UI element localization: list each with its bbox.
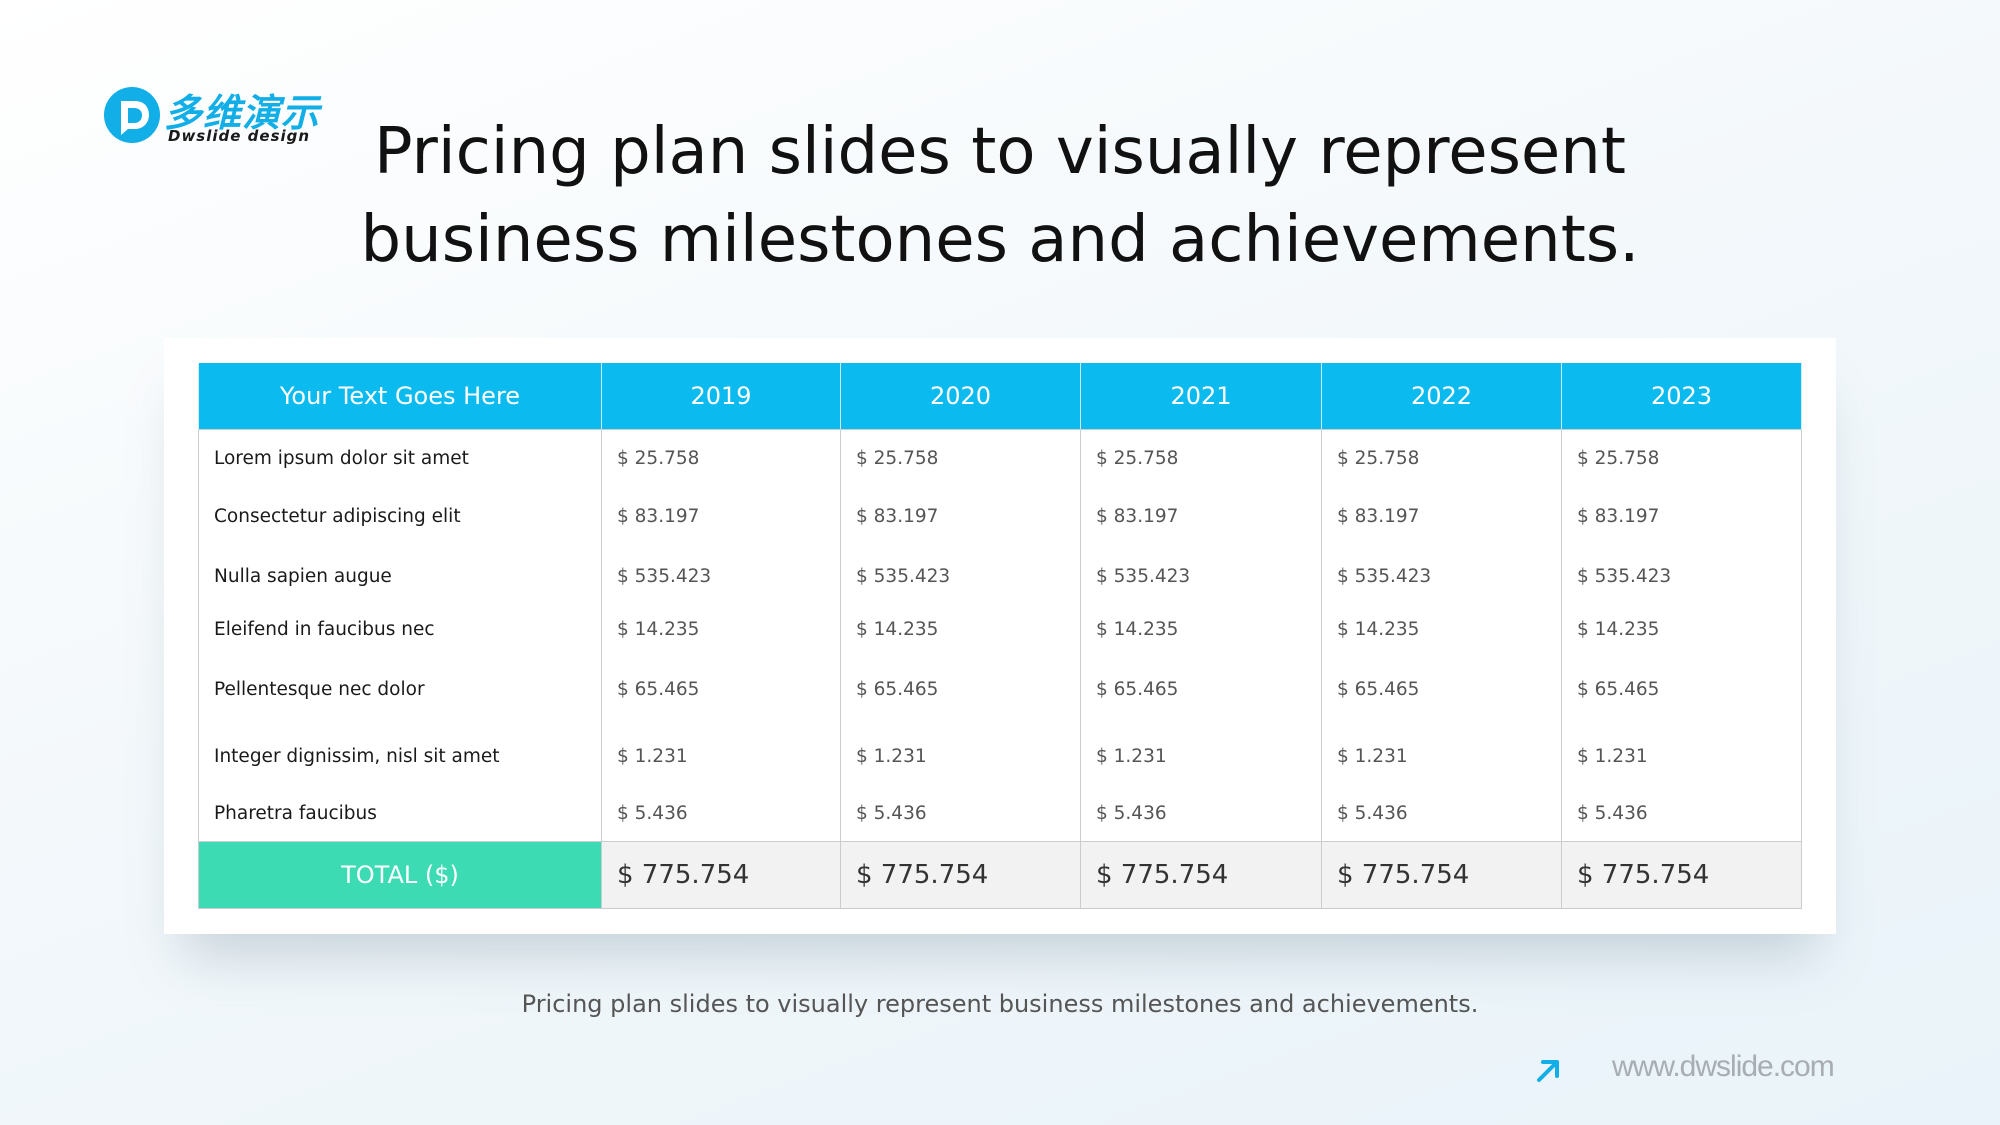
- row-value: $ 25.758: [840, 429, 1081, 486]
- row-label: Pharetra faucibus: [198, 786, 602, 842]
- caption-text: Pricing plan slides to visually represen…: [521, 990, 1479, 1018]
- row-value: $ 5.436: [840, 786, 1081, 842]
- table-row: Lorem ipsum dolor sit amet $ 25.758 $ 25…: [198, 429, 1802, 486]
- title-line-1: Pricing plan slides to visually represen…: [374, 115, 1626, 189]
- row-value: $ 25.758: [1080, 429, 1322, 486]
- row-value: $ 535.423: [601, 547, 841, 606]
- website-link[interactable]: www.dwslide.com: [1612, 1050, 1835, 1083]
- title-line-2: business milestones and achievements.: [360, 203, 1640, 277]
- row-value: $ 535.423: [1080, 547, 1322, 606]
- total-value: $ 775.754: [1321, 841, 1562, 909]
- row-value: $ 5.436: [1321, 786, 1562, 842]
- row-value: $ 83.197: [1321, 486, 1562, 547]
- total-value: $ 775.754: [1080, 841, 1322, 909]
- page-title: Pricing plan slides to visually represen…: [300, 108, 1700, 284]
- row-value: $ 1.231: [1080, 726, 1322, 786]
- table-row: Pharetra faucibus $ 5.436 $ 5.436 $ 5.43…: [198, 786, 1802, 842]
- header-cell-2020: 2020: [840, 362, 1081, 430]
- row-value: $ 535.423: [1321, 547, 1562, 606]
- row-value: $ 65.465: [1321, 653, 1562, 726]
- row-value: $ 5.436: [1080, 786, 1322, 842]
- row-value: $ 25.758: [1561, 429, 1802, 486]
- total-label: TOTAL ($): [198, 841, 602, 909]
- row-label: Lorem ipsum dolor sit amet: [198, 429, 602, 486]
- pricing-table: Your Text Goes Here 2019 2020 2021 2022 …: [198, 362, 1802, 909]
- row-value: $ 5.436: [1561, 786, 1802, 842]
- total-value: $ 775.754: [601, 841, 841, 909]
- brand-logo: 多维演示 Dwslide design: [104, 84, 344, 148]
- row-label: Nulla sapien augue: [198, 547, 602, 606]
- total-value: $ 775.754: [840, 841, 1081, 909]
- row-value: $ 25.758: [601, 429, 841, 486]
- pricing-table-card: Your Text Goes Here 2019 2020 2021 2022 …: [164, 338, 1836, 934]
- table-header-row: Your Text Goes Here 2019 2020 2021 2022 …: [198, 362, 1802, 430]
- row-value: $ 25.758: [1321, 429, 1562, 486]
- dwslide-logo-icon: [104, 87, 160, 143]
- table-row: Consectetur adipiscing elit $ 83.197 $ 8…: [198, 486, 1802, 547]
- row-value: $ 65.465: [1561, 653, 1802, 726]
- row-value: $ 14.235: [1561, 606, 1802, 653]
- row-value: $ 83.197: [1561, 486, 1802, 547]
- row-value: $ 65.465: [601, 653, 841, 726]
- row-label: Pellentesque nec dolor: [198, 653, 602, 726]
- row-value: $ 14.235: [601, 606, 841, 653]
- row-value: $ 1.231: [1561, 726, 1802, 786]
- row-label: Eleifend in faucibus nec: [198, 606, 602, 653]
- table-row: Eleifend in faucibus nec $ 14.235 $ 14.2…: [198, 606, 1802, 653]
- row-value: $ 65.465: [1080, 653, 1322, 726]
- row-value: $ 535.423: [1561, 547, 1802, 606]
- row-label: Consectetur adipiscing elit: [198, 486, 602, 547]
- total-value: $ 775.754: [1561, 841, 1802, 909]
- row-value: $ 1.231: [840, 726, 1081, 786]
- row-value: $ 83.197: [1080, 486, 1322, 547]
- row-value: $ 14.235: [840, 606, 1081, 653]
- header-cell-label: Your Text Goes Here: [198, 362, 602, 430]
- brand-name-en: Dwslide design: [168, 127, 311, 145]
- row-value: $ 65.465: [840, 653, 1081, 726]
- brand-name-cn: 多维演示: [164, 91, 321, 135]
- row-value: $ 535.423: [840, 547, 1081, 606]
- header-cell-2021: 2021: [1080, 362, 1322, 430]
- total-row: TOTAL ($) $ 775.754 $ 775.754 $ 775.754 …: [198, 841, 1802, 909]
- header-cell-2022: 2022: [1321, 362, 1562, 430]
- table-row: Nulla sapien augue $ 535.423 $ 535.423 $…: [198, 547, 1802, 606]
- row-label: Integer dignissim, nisl sit amet: [198, 726, 602, 786]
- row-value: $ 83.197: [601, 486, 841, 547]
- row-value: $ 83.197: [840, 486, 1081, 547]
- table-row: Integer dignissim, nisl sit amet $ 1.231…: [198, 726, 1802, 786]
- row-value: $ 14.235: [1321, 606, 1562, 653]
- header-cell-2019: 2019: [601, 362, 841, 430]
- header-cell-2023: 2023: [1561, 362, 1802, 430]
- row-value: $ 1.231: [1321, 726, 1562, 786]
- table-row: Pellentesque nec dolor $ 65.465 $ 65.465…: [198, 653, 1802, 726]
- row-value: $ 5.436: [601, 786, 841, 842]
- row-value: $ 1.231: [601, 726, 841, 786]
- row-value: $ 14.235: [1080, 606, 1322, 653]
- arrow-up-right-icon[interactable]: [1533, 1055, 1563, 1085]
